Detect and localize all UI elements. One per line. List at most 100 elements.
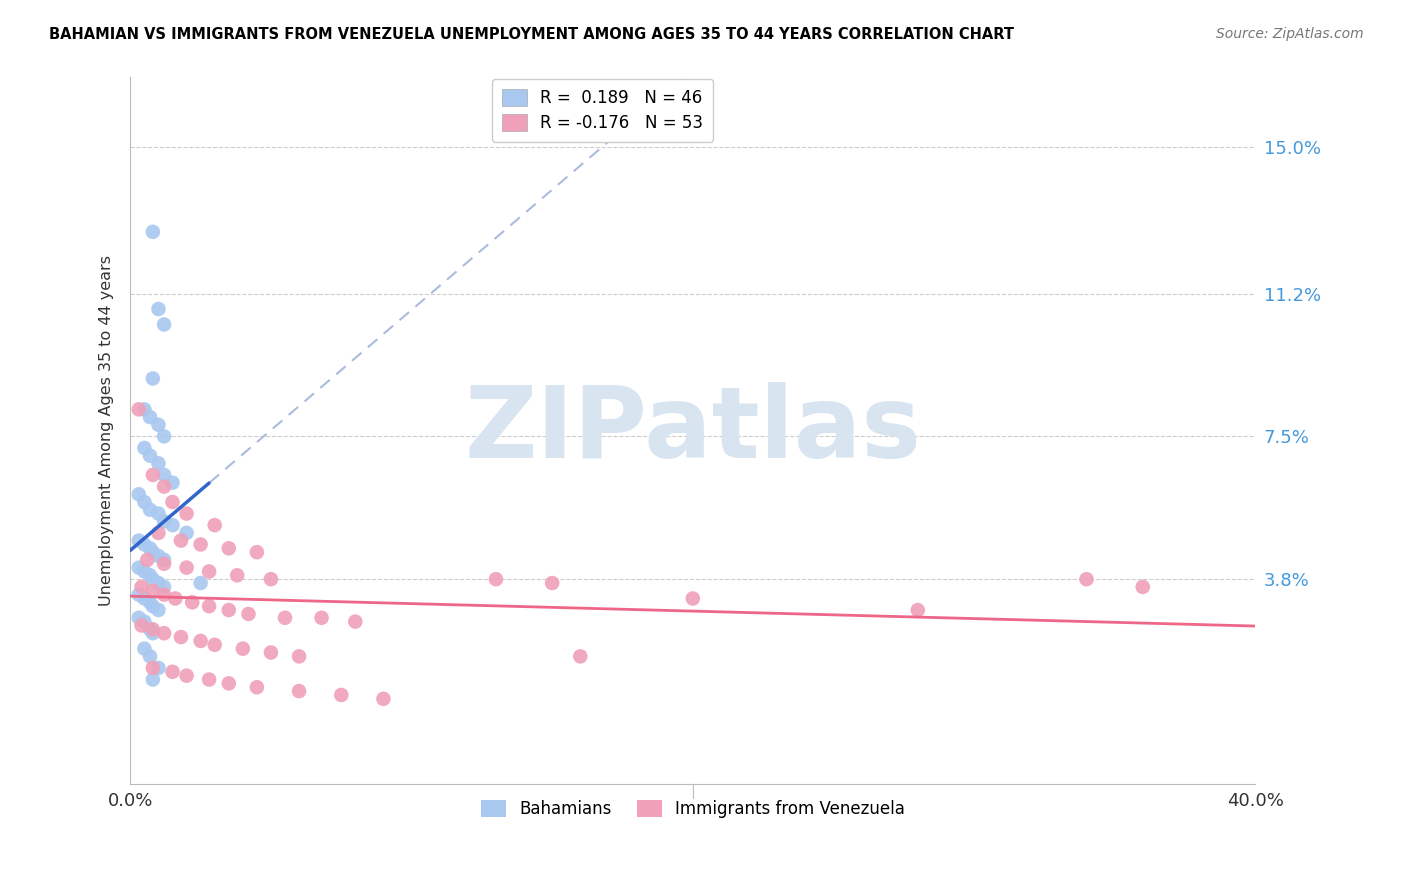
Point (134, 565, 156, 579)
Point (288, 684, 311, 698)
Point (128, 533, 150, 548)
Point (139, 649, 162, 664)
Point (1076, 572, 1098, 586)
Text: Source: ZipAtlas.com: Source: ZipAtlas.com (1216, 27, 1364, 41)
Point (139, 595, 162, 609)
Point (226, 568, 249, 582)
Point (134, 441, 156, 455)
Point (165, 591, 187, 606)
Point (907, 603, 929, 617)
Point (148, 603, 170, 617)
Point (134, 495, 156, 509)
Point (136, 553, 159, 567)
Point (682, 591, 704, 606)
Point (148, 549, 170, 563)
Point (311, 611, 333, 625)
Point (142, 225, 165, 239)
Point (128, 611, 150, 625)
Text: ZIPatlas: ZIPatlas (464, 382, 921, 479)
Point (198, 599, 221, 614)
Point (153, 467, 176, 482)
Point (139, 502, 162, 516)
Point (153, 557, 176, 571)
Point (176, 560, 198, 574)
Text: BAHAMIAN VS IMMIGRANTS FROM VENEZUELA UNEMPLOYMENT AMONG AGES 35 TO 44 YEARS COR: BAHAMIAN VS IMMIGRANTS FROM VENEZUELA UN… (49, 27, 1014, 42)
Point (176, 507, 198, 521)
Point (139, 623, 162, 637)
Point (139, 541, 162, 556)
Point (541, 576, 564, 591)
Point (218, 541, 240, 556)
Point (142, 371, 165, 385)
Point (569, 649, 592, 664)
Point (142, 572, 165, 586)
Point (142, 661, 165, 675)
Point (148, 576, 170, 591)
Point (134, 591, 156, 606)
Point (153, 318, 176, 332)
Point (148, 661, 170, 675)
Point (238, 607, 260, 621)
Point (128, 487, 150, 501)
Point (218, 603, 240, 617)
Point (148, 507, 170, 521)
Point (260, 646, 283, 660)
Point (190, 537, 212, 551)
Point (153, 514, 176, 528)
Point (246, 545, 269, 559)
Point (1132, 580, 1154, 594)
Point (162, 495, 184, 509)
Point (153, 580, 176, 594)
Point (218, 676, 240, 690)
Point (128, 560, 150, 574)
Point (170, 533, 193, 548)
Point (260, 572, 283, 586)
Point (131, 618, 153, 632)
Point (139, 568, 162, 582)
Legend: Bahamians, Immigrants from Venezuela: Bahamians, Immigrants from Venezuela (474, 793, 911, 825)
Point (142, 623, 165, 637)
Point (139, 449, 162, 463)
Point (373, 691, 395, 706)
Point (148, 456, 170, 470)
Point (176, 668, 198, 682)
Point (134, 641, 156, 656)
Point (142, 673, 165, 687)
Point (162, 665, 184, 679)
Point (330, 688, 353, 702)
Point (288, 649, 311, 664)
Point (139, 410, 162, 425)
Point (134, 537, 156, 551)
Point (204, 518, 226, 533)
Point (148, 525, 170, 540)
Point (485, 572, 508, 586)
Point (274, 611, 297, 625)
Point (162, 518, 184, 533)
Point (344, 615, 367, 629)
Point (148, 301, 170, 316)
Point (176, 525, 198, 540)
Y-axis label: Unemployment Among Ages 35 to 44 years: Unemployment Among Ages 35 to 44 years (100, 255, 114, 606)
Point (142, 626, 165, 640)
Point (153, 429, 176, 443)
Point (170, 630, 193, 644)
Point (181, 595, 204, 609)
Point (128, 402, 150, 417)
Point (153, 553, 176, 567)
Point (204, 638, 226, 652)
Point (148, 417, 170, 432)
Point (142, 467, 165, 482)
Point (153, 626, 176, 640)
Point (162, 475, 184, 490)
Point (190, 634, 212, 648)
Point (232, 641, 254, 656)
Point (246, 680, 269, 694)
Point (134, 615, 156, 629)
Point (190, 576, 212, 591)
Point (153, 479, 176, 493)
Point (142, 583, 165, 598)
Point (153, 588, 176, 602)
Point (142, 599, 165, 614)
Point (198, 565, 221, 579)
Point (128, 588, 150, 602)
